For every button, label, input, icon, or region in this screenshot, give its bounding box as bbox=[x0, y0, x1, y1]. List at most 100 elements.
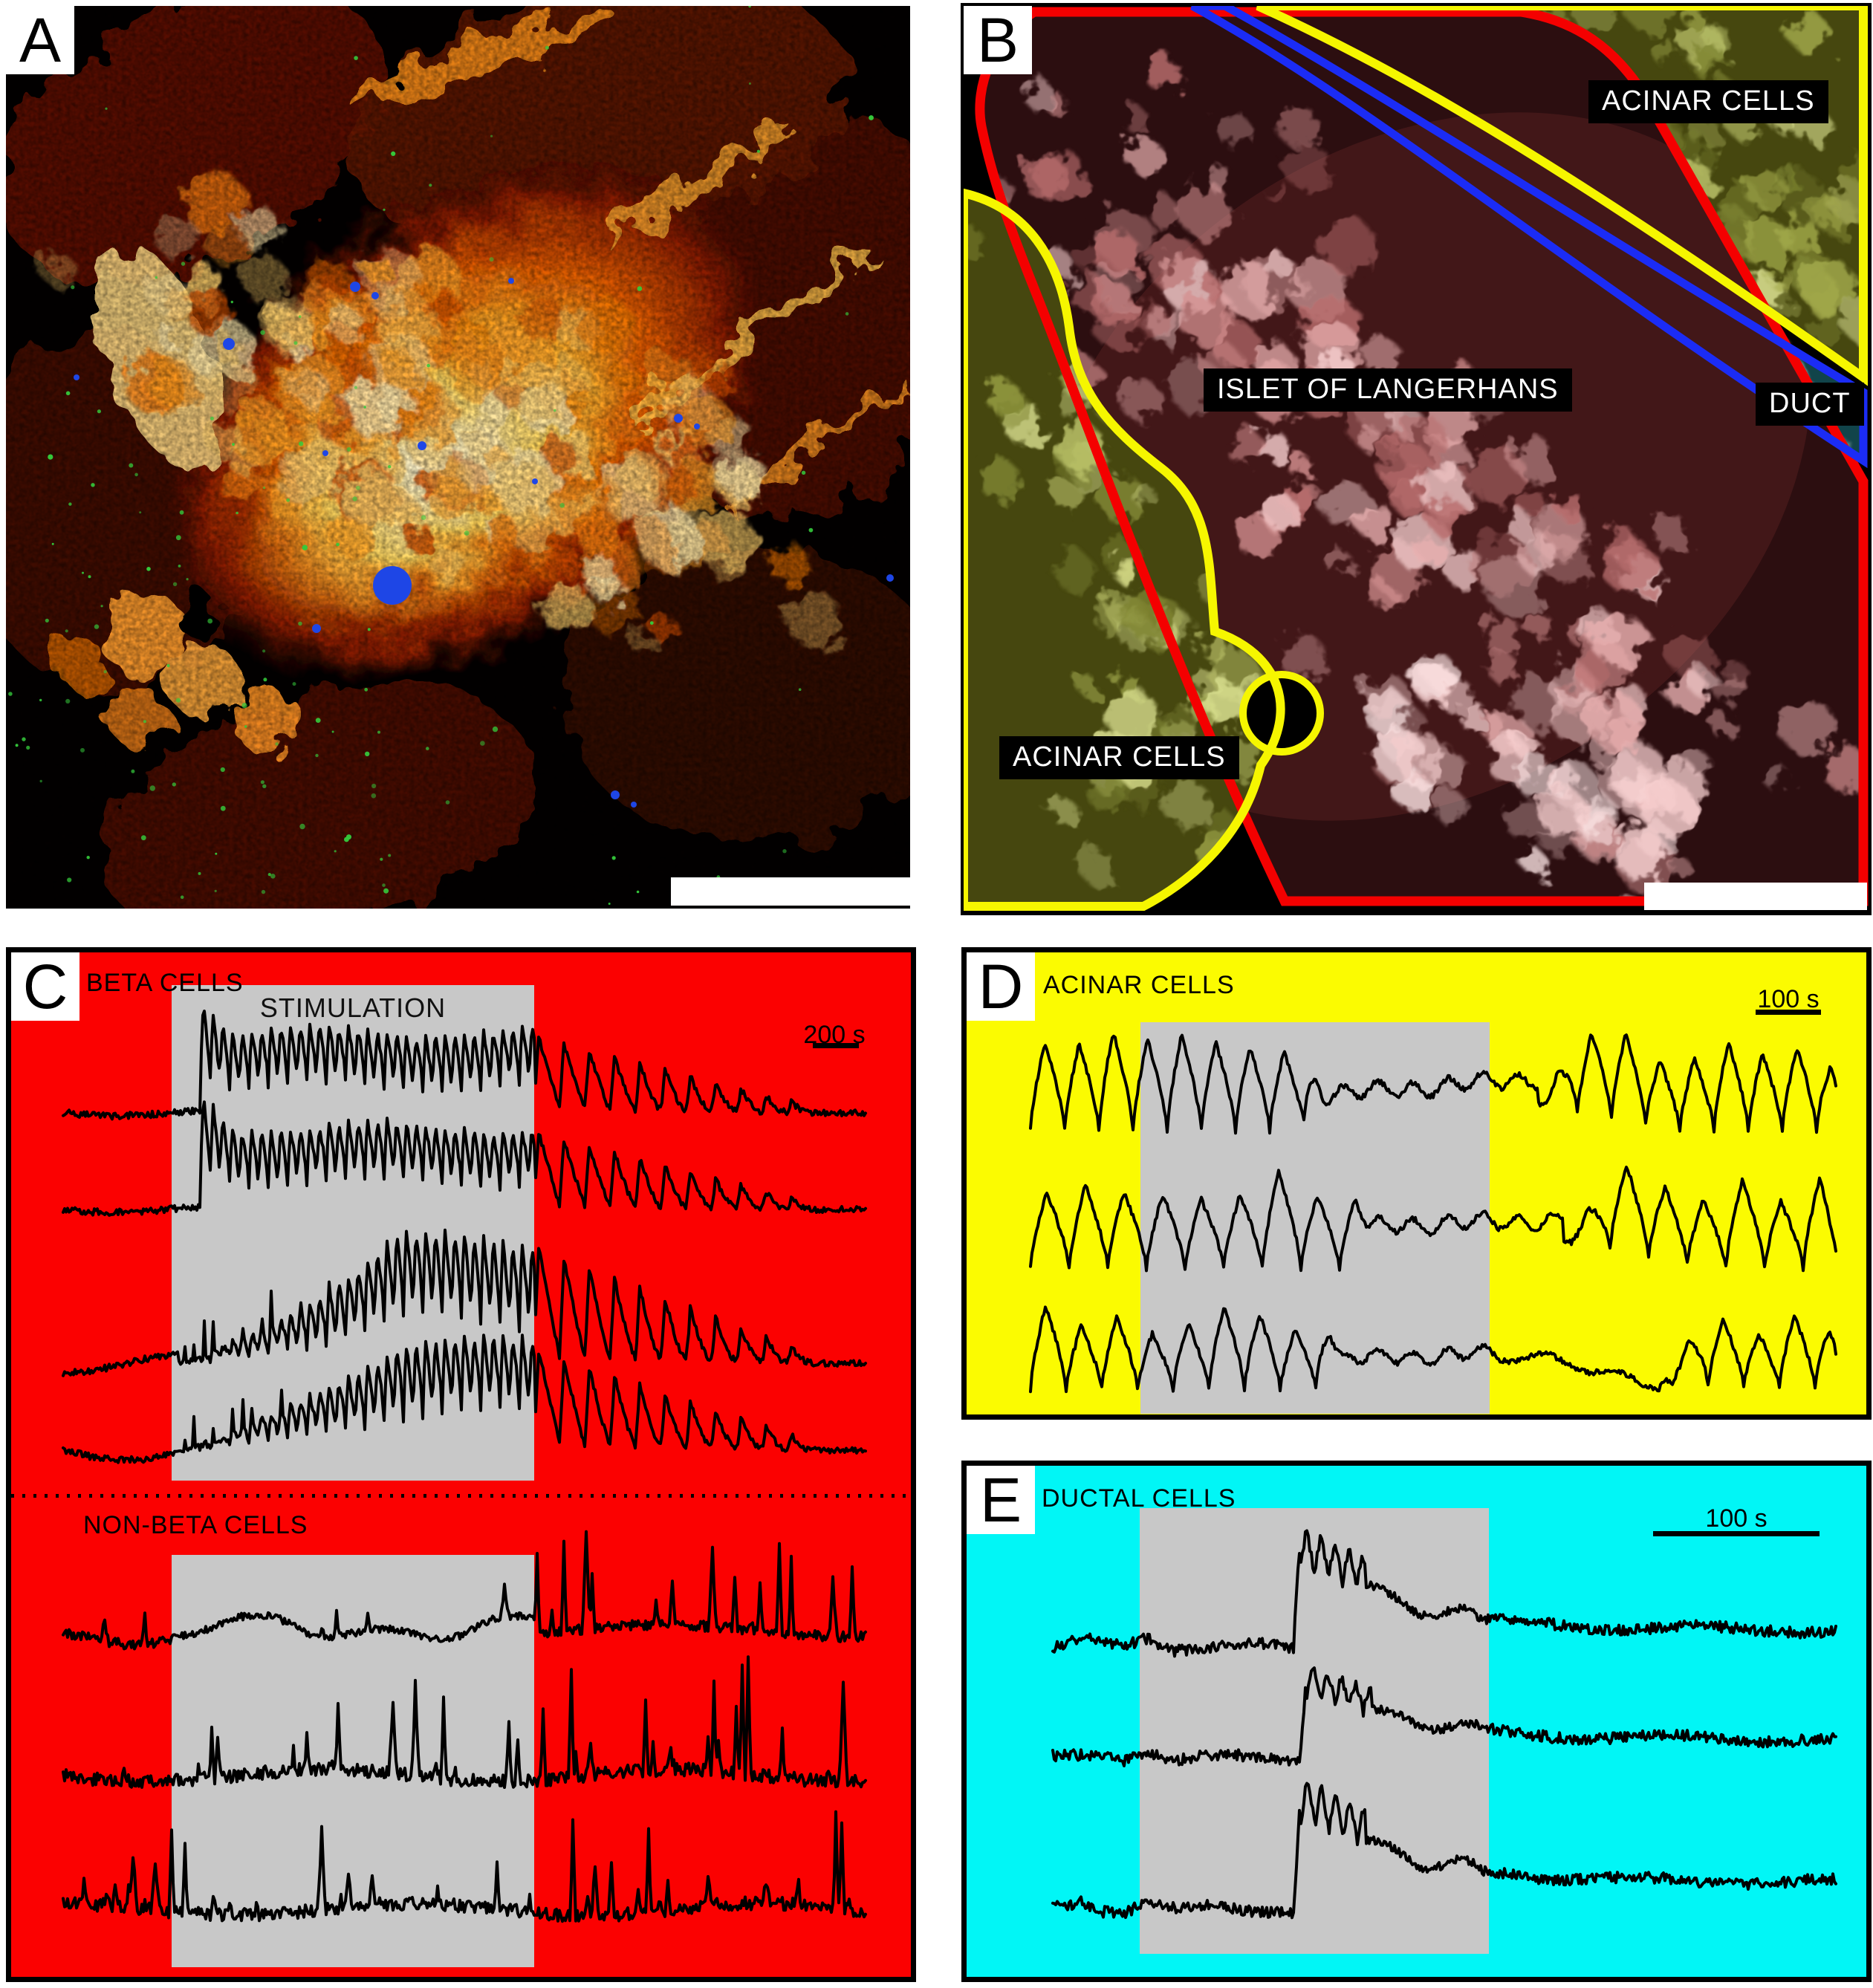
scale-bar-label: 100 s bbox=[1757, 985, 1820, 1013]
green-speckle bbox=[553, 409, 556, 412]
islet-cell-blob bbox=[1319, 217, 1376, 274]
islet-cell-blob bbox=[1361, 336, 1399, 373]
islet-cell-blob bbox=[1217, 112, 1250, 146]
islet-cell-blob bbox=[1764, 765, 1790, 791]
green-speckle bbox=[146, 567, 151, 571]
islet-cell-blob bbox=[1149, 198, 1181, 229]
green-speckle bbox=[262, 784, 267, 789]
green-speckle bbox=[241, 703, 247, 709]
green-speckle bbox=[175, 535, 181, 541]
green-speckle bbox=[371, 783, 377, 789]
islet-cell-blob bbox=[1180, 289, 1237, 345]
islet-cell-blob bbox=[1484, 617, 1522, 655]
green-speckle bbox=[149, 785, 155, 791]
islet-bright-cell-blob bbox=[1410, 652, 1456, 698]
acinar-cell-blob bbox=[1079, 849, 1114, 884]
green-speckle bbox=[48, 454, 53, 460]
islet-bright-cell-blob bbox=[1521, 848, 1546, 874]
green-speckle bbox=[429, 183, 432, 187]
green-speckle bbox=[421, 515, 426, 520]
islet-cell-blob bbox=[1200, 276, 1222, 299]
islet-cell-blob bbox=[1671, 858, 1692, 880]
acinar-cell-blob bbox=[1780, 174, 1826, 220]
islet-cell-blob bbox=[1523, 611, 1551, 639]
stimulation-window bbox=[1140, 1508, 1489, 1954]
islet-cell-blob bbox=[1282, 635, 1328, 681]
islet-cell-blob bbox=[1124, 108, 1149, 134]
green-speckle bbox=[244, 725, 247, 728]
green-speckle bbox=[352, 496, 357, 501]
green-speckle bbox=[232, 443, 235, 446]
green-speckle bbox=[68, 502, 72, 506]
islet-cell-blob bbox=[1143, 53, 1179, 89]
green-speckle bbox=[181, 262, 186, 266]
green-speckle bbox=[214, 889, 217, 892]
islet-cell-blob bbox=[1715, 673, 1747, 705]
islet-cell-blob bbox=[1467, 446, 1525, 504]
calcium-trace bbox=[1029, 1033, 1837, 1135]
panel-label-b: B bbox=[964, 6, 1032, 74]
green-speckle bbox=[88, 575, 91, 579]
acinar-cell-blob bbox=[1789, 13, 1830, 53]
green-speckle bbox=[365, 751, 370, 756]
islet-cell-blob bbox=[1688, 668, 1718, 697]
calcium-trace bbox=[1029, 1166, 1837, 1273]
islet-cell-blob bbox=[1207, 166, 1233, 192]
green-speckle bbox=[86, 856, 90, 860]
green-speckle bbox=[270, 874, 276, 879]
green-speckle bbox=[489, 257, 494, 262]
traces-plot-e bbox=[1051, 1508, 1837, 1954]
panel-c-title: BETA CELLS bbox=[86, 969, 244, 997]
green-speckle bbox=[215, 852, 218, 855]
panel-e-title: DUCTAL CELLS bbox=[1042, 1484, 1236, 1513]
acinar-cell-blob bbox=[964, 226, 984, 257]
green-speckle bbox=[8, 692, 13, 696]
islet-cell-blob bbox=[1485, 556, 1545, 616]
acinar-cell-blob bbox=[1077, 675, 1097, 696]
green-speckle bbox=[371, 793, 377, 799]
islet-cell-blob bbox=[1781, 700, 1837, 756]
islet-cell-blob bbox=[1588, 695, 1645, 751]
green-speckle bbox=[94, 624, 100, 629]
green-speckle bbox=[267, 873, 271, 877]
green-speckle bbox=[220, 767, 225, 773]
green-speckle bbox=[260, 780, 264, 785]
green-speckle bbox=[748, 82, 751, 85]
islet-cell-blob bbox=[1649, 513, 1688, 551]
islet-cell-blob bbox=[1118, 378, 1161, 420]
islet-cell-blob bbox=[1513, 676, 1565, 729]
green-speckle bbox=[155, 276, 158, 279]
micrograph-a-grain bbox=[6, 6, 910, 909]
green-speckle bbox=[315, 718, 321, 723]
islet-cell-blob bbox=[1605, 542, 1659, 597]
green-speckle bbox=[445, 800, 450, 805]
green-speckle bbox=[354, 386, 357, 389]
green-speckle bbox=[298, 621, 302, 626]
green-speckle bbox=[180, 895, 184, 899]
green-speckle bbox=[344, 837, 349, 842]
islet-bright-cell-blob bbox=[1363, 673, 1409, 718]
green-speckle bbox=[782, 849, 787, 854]
green-speckle bbox=[198, 871, 201, 875]
islet-cell-blob bbox=[1511, 437, 1554, 480]
green-speckle bbox=[67, 877, 72, 883]
green-speckle bbox=[236, 511, 238, 515]
green-speckle bbox=[210, 416, 214, 420]
green-speckle bbox=[298, 315, 302, 319]
green-speckle bbox=[302, 545, 308, 550]
calcium-trace bbox=[62, 1100, 867, 1217]
calcium-trace bbox=[62, 1228, 867, 1377]
green-speckle bbox=[178, 565, 181, 568]
green-speckle bbox=[129, 463, 134, 468]
green-speckle bbox=[105, 107, 108, 110]
acinar-cell-blob bbox=[979, 459, 1020, 500]
islet-bright-cell-blob bbox=[1395, 773, 1433, 812]
green-speckle bbox=[869, 115, 874, 120]
green-speckle bbox=[51, 542, 54, 545]
green-speckle bbox=[545, 45, 550, 50]
green-speckle bbox=[139, 511, 142, 514]
green-speckle bbox=[608, 903, 611, 905]
calcium-trace bbox=[1051, 1781, 1837, 1920]
acinar-cell-blob bbox=[1053, 481, 1081, 510]
islet-bright-cell-blob bbox=[1504, 799, 1545, 840]
